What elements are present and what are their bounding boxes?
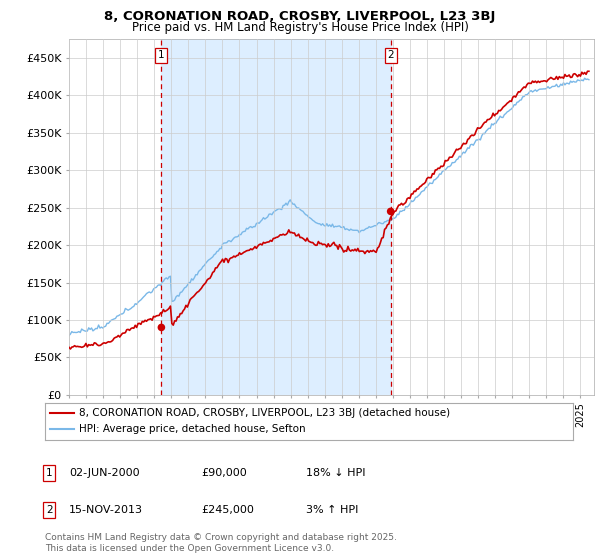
Text: 8, CORONATION ROAD, CROSBY, LIVERPOOL, L23 3BJ (detached house): 8, CORONATION ROAD, CROSBY, LIVERPOOL, L… [79,408,451,418]
Point [386,207,395,216]
Text: 02-JUN-2000: 02-JUN-2000 [69,468,140,478]
Text: 2: 2 [388,50,394,60]
Text: 2: 2 [46,505,53,515]
Text: 1: 1 [46,468,53,478]
Text: 8, CORONATION ROAD, CROSBY, LIVERPOOL, L23 3BJ: 8, CORONATION ROAD, CROSBY, LIVERPOOL, L… [104,10,496,23]
Text: 15-NOV-2013: 15-NOV-2013 [69,505,143,515]
Text: Contains HM Land Registry data © Crown copyright and database right 2025.
This d: Contains HM Land Registry data © Crown c… [45,533,397,553]
Point [157,323,166,332]
Text: 3% ↑ HPI: 3% ↑ HPI [306,505,358,515]
Text: £245,000: £245,000 [201,505,254,515]
Bar [161,39,391,395]
Text: 1: 1 [158,50,164,60]
Text: £90,000: £90,000 [201,468,247,478]
Text: 18% ↓ HPI: 18% ↓ HPI [306,468,365,478]
Text: HPI: Average price, detached house, Sefton: HPI: Average price, detached house, Seft… [79,424,306,435]
Text: Price paid vs. HM Land Registry's House Price Index (HPI): Price paid vs. HM Land Registry's House … [131,21,469,34]
